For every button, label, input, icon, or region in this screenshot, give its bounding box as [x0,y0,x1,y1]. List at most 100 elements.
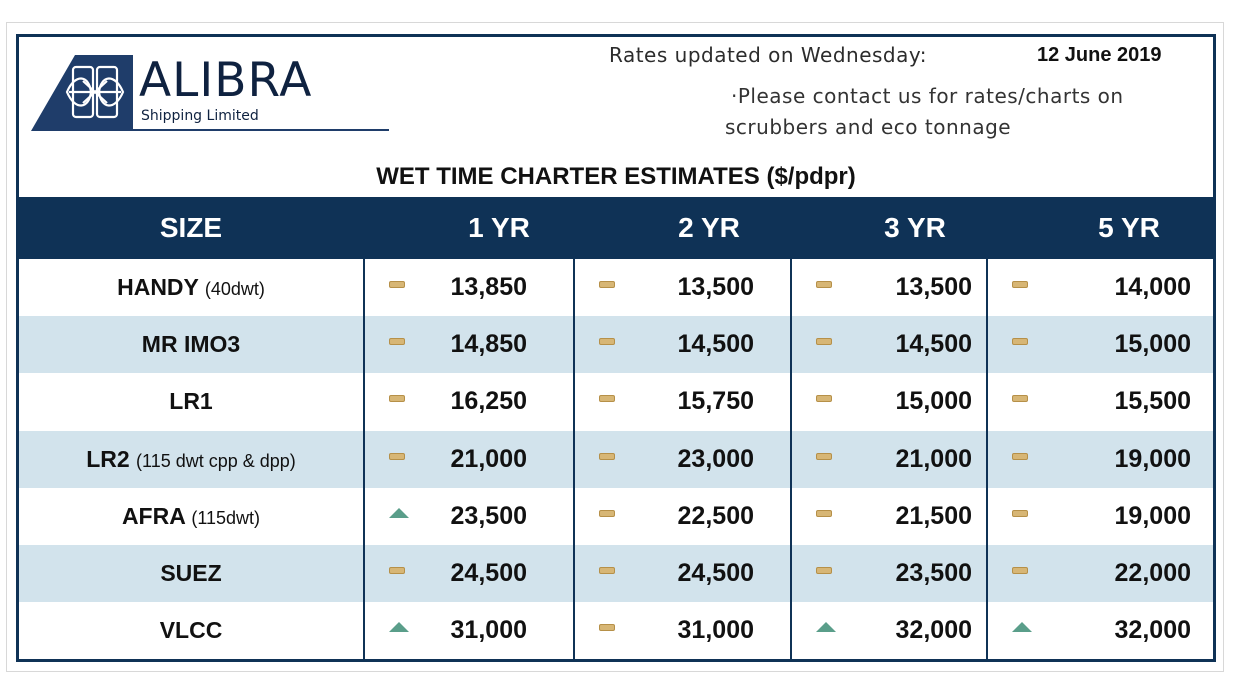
trend-up-icon [389,622,409,633]
rate-value: 22,500 [677,501,754,530]
table-row: SUEZ 24,500 24,500 23,500 22,000 [19,545,1213,602]
rate-cell: 23,500 [365,488,573,545]
rate-value: 31,000 [677,616,754,645]
rate-value: 16,250 [450,387,527,416]
rates-date: 12 June 2019 [1037,44,1162,66]
trend-up-icon [816,622,836,633]
column-header-3yr: 3 YR [884,212,946,243]
column-divider [790,259,792,659]
rate-cell: 15,750 [575,373,790,430]
trend-flat-icon [1012,509,1028,517]
rate-cell: 21,500 [792,488,986,545]
rate-cell: 13,500 [575,259,790,316]
trend-flat-icon [389,567,405,574]
company-logo: ALIBRA Shipping Limited [31,51,391,137]
column-divider [573,259,575,659]
rates-updated-label: Rates updated on Wednesday: [609,43,928,67]
rate-cell: 14,000 [988,259,1213,316]
contact-note: ·Please contact us for rates/charts on s… [725,81,1191,143]
table-title: WET TIME CHARTER ESTIMATES ($/pdpr) [376,163,856,190]
vessel-size-name: VLCC [159,617,223,644]
rate-cell: 15,000 [792,373,986,430]
rates-card: ALIBRA Shipping Limited Rates updated on… [16,34,1216,662]
rate-value: 24,500 [677,559,754,587]
trend-flat-icon [389,395,405,403]
brand-subtitle: Shipping Limited [141,108,259,124]
vessel-size-label: SUEZ [19,545,363,602]
trend-up-icon [1012,622,1032,633]
table-row: LR2 (115 dwt cpp & dpp) 21,000 23,000 21,00… [19,430,1213,488]
vessel-size-label: LR2 (115 dwt cpp & dpp) [19,431,363,488]
rate-value: 15,000 [895,387,972,416]
trend-flat-icon [599,338,615,346]
vessel-size-label: HANDY (40dwt) [19,259,363,316]
rate-value: 32,000 [1114,616,1191,645]
rate-value: 24,500 [450,559,527,587]
rate-cell: 14,850 [365,316,573,373]
rate-value: 13,850 [450,273,527,301]
vessel-size-label: VLCC [19,602,363,659]
rate-value: 15,500 [1114,387,1191,416]
column-header-size: SIZE [159,212,223,243]
trend-flat-icon [816,567,832,574]
rate-value: 21,500 [895,501,972,530]
vessel-size-name: HANDY [117,274,199,300]
vessel-size-name: AFRA [121,502,185,529]
table-row: HANDY (40dwt) 13,850 13,500 13,500 14,000 [19,259,1213,316]
logo-emblem-icon [31,55,133,131]
trend-flat-icon [389,452,405,460]
vessel-size-detail: (40dwt) [204,279,265,299]
vessel-size-detail: (115 dwt cpp & dpp) [136,450,296,471]
trend-flat-icon [1012,395,1028,403]
rate-cell: 22,000 [988,545,1213,602]
rate-cell: 14,500 [792,316,986,373]
rate-cell: 23,500 [792,545,986,602]
rate-value: 13,500 [677,273,754,301]
rate-value: 15,750 [677,387,754,416]
rate-cell: 13,850 [365,259,573,316]
trend-flat-icon [599,624,615,632]
vessel-size-name: MR IMO3 [141,331,241,358]
rate-value: 14,850 [450,330,527,359]
rate-value: 21,000 [895,444,972,473]
rate-cell: 31,000 [575,602,790,659]
rate-value: 13,500 [895,273,972,301]
rate-value: 22,000 [1114,559,1191,587]
rate-cell: 19,000 [988,488,1213,545]
trend-flat-icon [1012,452,1028,460]
column-divider [986,259,988,659]
rate-value: 19,000 [1114,501,1191,530]
rate-cell: 14,500 [575,316,790,373]
rate-value: 15,000 [1114,330,1191,359]
rate-cell: 19,000 [988,431,1213,488]
rate-value: 19,000 [1114,444,1191,473]
trend-flat-icon [816,509,832,517]
vessel-size-name: SUEZ [160,560,222,586]
vessel-size-name: LR2 [86,445,130,472]
rate-cell: 15,000 [988,316,1213,373]
trend-up-icon [389,507,409,518]
trend-flat-icon [599,395,615,403]
rate-cell: 21,000 [365,431,573,488]
vessel-size-label: LR1 [19,373,363,430]
trend-flat-icon [599,281,615,288]
rate-value: 23,500 [895,559,972,587]
trend-flat-icon [1012,567,1028,574]
rate-value: 23,000 [677,444,754,473]
rate-cell: 22,500 [575,488,790,545]
table-header-row: SIZE 1 YR 2 YR 3 YR 5 YR [19,197,1213,259]
column-header-5yr: 5 YR [1098,212,1160,243]
table-row: AFRA (115dwt) 23,500 22,500 21,500 19,000 [19,488,1213,545]
table-row: VLCC 31,000 31,000 32,000 32,000 [19,602,1213,659]
rate-value: 21,000 [450,444,527,473]
rate-cell: 32,000 [792,602,986,659]
contact-note-line-2: scrubbers and eco tonnage [725,115,1012,139]
vessel-size-label: AFRA (115dwt) [19,488,363,545]
trend-flat-icon [599,567,615,574]
trend-flat-icon [599,452,615,460]
rate-cell: 31,000 [365,602,573,659]
contact-note-line-1: ·Please contact us for rates/charts on [731,84,1124,108]
vessel-size-name: LR1 [169,388,213,415]
rate-value: 14,500 [677,330,754,359]
rate-cell: 16,250 [365,373,573,430]
